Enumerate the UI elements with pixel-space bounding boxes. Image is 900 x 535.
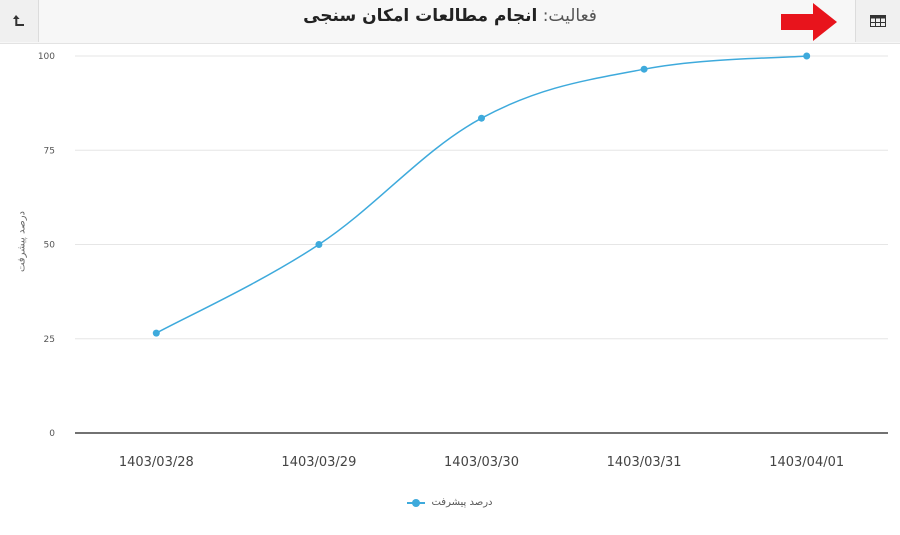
table-icon: [870, 15, 886, 27]
return-icon: [13, 15, 24, 26]
page-title: فعالیت: انجام مطالعات امکان سنجی: [0, 6, 900, 26]
y-axis-label: درصد پیشرفت: [16, 210, 28, 273]
back-button[interactable]: [0, 0, 39, 42]
y-tick-label: 25: [44, 335, 55, 345]
y-tick-label: 50: [44, 241, 56, 251]
data-point: [152, 329, 160, 337]
x-tick-label: 1403/03/28: [119, 455, 194, 470]
chart-header: فعالیت: انجام مطالعات امکان سنجی: [0, 0, 900, 44]
y-tick-label: 75: [44, 146, 55, 156]
y-tick-label: 100: [38, 52, 55, 62]
legend-marker: [407, 498, 426, 507]
table-view-button[interactable]: [855, 0, 900, 42]
chart-legend[interactable]: درصد پیشرفت: [0, 497, 900, 508]
series-line: [155, 55, 807, 334]
legend-label: درصد پیشرفت: [431, 497, 493, 508]
data-point: [640, 65, 648, 73]
activity-name: انجام مطالعات امکان سنجی: [303, 6, 538, 26]
data-point: [478, 114, 485, 122]
x-tick-label: 1403/04/01: [769, 455, 844, 470]
arrow-icon: [781, 3, 837, 41]
x-tick-label: 1403/03/30: [444, 455, 519, 470]
data-point: [315, 241, 323, 248]
y-tick-label: 0: [49, 429, 55, 439]
data-point: [803, 52, 811, 60]
x-tick-label: 1403/03/29: [281, 455, 356, 470]
x-tick-label: 1403/03/31: [607, 455, 682, 470]
title-prefix: فعالیت:: [542, 6, 597, 26]
progress-chart: 0 25 50 75 100 1403/03/28 1403/03/29 1403/03/30…: [38, 52, 888, 470]
